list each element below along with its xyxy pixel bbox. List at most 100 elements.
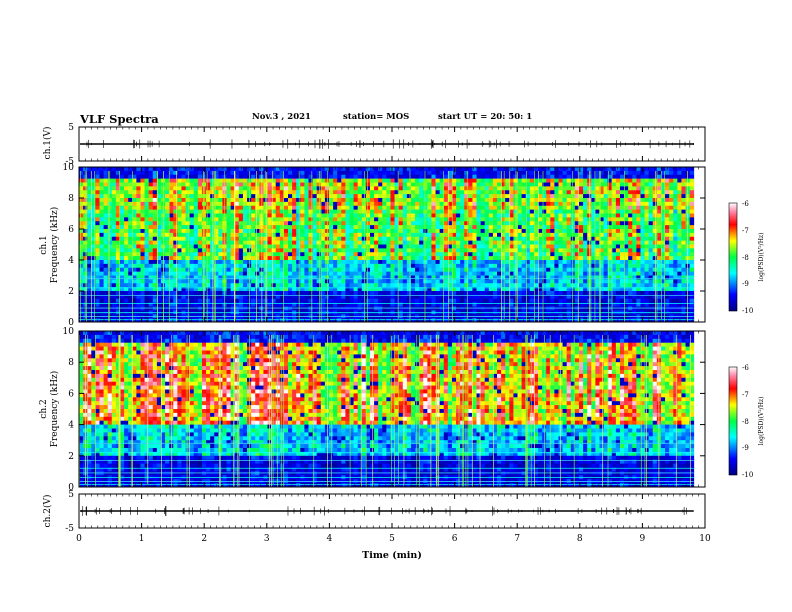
spec-cell bbox=[615, 182, 621, 187]
spec-cell bbox=[632, 221, 637, 226]
spec-cell bbox=[624, 201, 629, 207]
spec-cell bbox=[583, 229, 588, 234]
spec-cell bbox=[538, 232, 543, 238]
spec-cell bbox=[177, 167, 182, 172]
spec-cell bbox=[656, 167, 662, 172]
spec-cell bbox=[218, 279, 223, 284]
spec-cell bbox=[468, 244, 473, 249]
spec-cell bbox=[148, 209, 154, 214]
spec-cell bbox=[554, 167, 559, 172]
spec-cell bbox=[415, 229, 420, 234]
spec-cell bbox=[136, 248, 141, 253]
spec-cell bbox=[148, 283, 154, 288]
spec-cell bbox=[242, 182, 248, 187]
spec-cell bbox=[406, 283, 412, 288]
spec-cell bbox=[517, 225, 523, 230]
spec-cell bbox=[574, 167, 580, 172]
spec-cell bbox=[349, 240, 354, 245]
spec-cell bbox=[242, 267, 248, 273]
spec-cell bbox=[214, 221, 219, 226]
spec-cell bbox=[464, 194, 469, 199]
spec-cell bbox=[435, 221, 441, 226]
spec-cell bbox=[234, 248, 240, 253]
spec-cell bbox=[263, 279, 268, 284]
spec-cell bbox=[275, 182, 281, 187]
spec-cell bbox=[283, 170, 289, 176]
spec-cell bbox=[165, 178, 170, 183]
spec-cell bbox=[283, 232, 289, 238]
spec-cell bbox=[185, 244, 191, 249]
spec-cell bbox=[538, 167, 543, 172]
spec-cell bbox=[501, 198, 506, 203]
spec-cell bbox=[464, 178, 469, 183]
spec-cell bbox=[533, 221, 539, 226]
spec-cell bbox=[673, 167, 678, 172]
spec-cell bbox=[427, 260, 432, 265]
spec-cell bbox=[427, 225, 432, 230]
spec-cell bbox=[283, 213, 289, 218]
spec-cell bbox=[275, 167, 281, 172]
spec-cell bbox=[509, 232, 514, 238]
spec-cell bbox=[119, 248, 125, 253]
spec-cell bbox=[406, 190, 412, 195]
spec-cell bbox=[214, 275, 219, 280]
spec-cell bbox=[341, 279, 346, 284]
spec-cell bbox=[304, 217, 309, 222]
spec-cell bbox=[87, 252, 92, 257]
spec-cell bbox=[632, 186, 637, 191]
spec-cell bbox=[152, 217, 158, 222]
spec-cell bbox=[583, 256, 588, 261]
spec-cell bbox=[173, 213, 178, 218]
spec-cell bbox=[308, 194, 313, 199]
spec-cell bbox=[357, 225, 363, 230]
spec-cell bbox=[148, 186, 154, 191]
spec-cell bbox=[361, 232, 367, 238]
spec-cell bbox=[148, 287, 154, 292]
spec-cell bbox=[177, 248, 182, 253]
spec-cell bbox=[464, 271, 469, 276]
spec-cell bbox=[308, 267, 313, 273]
spec-cell bbox=[390, 279, 395, 284]
spec-cell bbox=[681, 178, 686, 183]
spec-cell bbox=[398, 167, 404, 172]
spec-cell bbox=[119, 221, 125, 226]
spec-cell bbox=[644, 275, 650, 280]
spec-cell bbox=[615, 229, 621, 234]
spec-cell bbox=[681, 279, 686, 284]
spec-cell bbox=[238, 167, 244, 172]
spec-cell bbox=[91, 174, 96, 180]
spec-cell bbox=[87, 186, 92, 191]
spec-cell bbox=[128, 198, 133, 203]
spec-cell bbox=[91, 263, 96, 269]
spec-cell bbox=[251, 194, 256, 199]
spec-cell bbox=[390, 236, 395, 242]
spec-cell bbox=[197, 194, 203, 199]
spec-cell bbox=[578, 275, 584, 280]
spec-cell bbox=[341, 182, 346, 187]
spec-cell bbox=[365, 170, 371, 176]
spec-cell bbox=[341, 256, 346, 261]
spec-cell bbox=[394, 182, 400, 187]
spec-cell bbox=[669, 198, 674, 203]
spec-cell bbox=[189, 229, 195, 234]
spec-cell bbox=[509, 170, 514, 176]
spec-cell bbox=[546, 244, 551, 249]
spec-cell bbox=[197, 256, 203, 261]
spec-cell bbox=[607, 198, 613, 203]
spec-cell bbox=[349, 213, 354, 218]
spec-cell bbox=[619, 256, 625, 261]
spec-cell bbox=[148, 248, 154, 253]
spec-cell bbox=[681, 252, 686, 257]
spec-cell bbox=[140, 287, 145, 292]
spec-cell bbox=[410, 178, 416, 183]
spec-cell bbox=[193, 225, 199, 230]
spec-cell bbox=[226, 244, 232, 249]
spec-cell bbox=[677, 260, 682, 265]
spec-cell bbox=[95, 201, 100, 207]
spec-cell bbox=[103, 167, 109, 172]
spec-cell bbox=[328, 190, 334, 195]
spec-cell bbox=[275, 260, 281, 265]
spec-cell bbox=[308, 229, 313, 234]
spec-cell bbox=[197, 260, 203, 265]
spec-cell bbox=[640, 229, 645, 234]
